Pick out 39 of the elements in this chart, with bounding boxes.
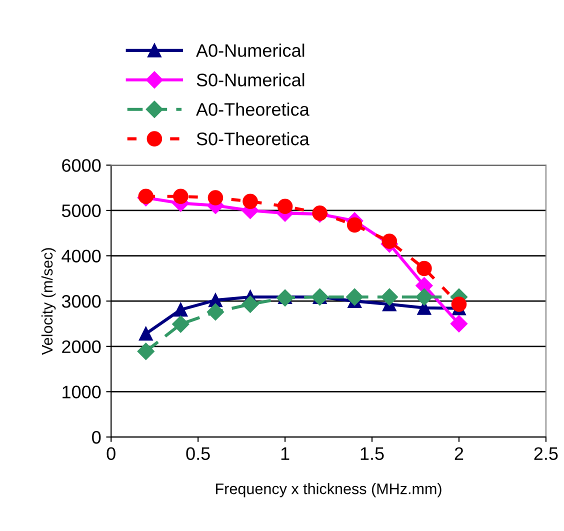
- y-axis-title: Velocity (m/sec): [41, 248, 56, 355]
- point: [382, 234, 398, 249]
- point: [416, 260, 432, 276]
- point: [450, 315, 468, 332]
- x-tick-label: 1.5: [360, 447, 384, 460]
- point: [242, 296, 259, 313]
- point: [451, 296, 467, 312]
- y-tick-label: 1000: [62, 386, 101, 398]
- x-tick-label: 2: [454, 447, 464, 460]
- y-tick-label: 6000: [62, 159, 101, 172]
- x-tick-label: 0: [106, 447, 116, 460]
- y-tick-label: 3000: [62, 295, 101, 308]
- y-tick-label: 4000: [62, 250, 101, 262]
- point: [174, 302, 188, 317]
- point: [380, 288, 398, 306]
- x-tick-label: 0.5: [186, 447, 210, 460]
- point: [277, 198, 293, 214]
- y-tick-label: 0: [92, 430, 101, 444]
- x-axis-title: Frequency x thickness (MHz.mm): [216, 483, 442, 498]
- point: [137, 342, 154, 360]
- point: [173, 188, 188, 204]
- y-tick-label: 2000: [62, 340, 101, 354]
- point: [208, 190, 224, 206]
- legend-label: S0-Theoretica: [196, 132, 310, 146]
- point: [242, 194, 258, 210]
- legend-label: S0-Numerical: [196, 73, 304, 86]
- legend-label: A0-Theoretica: [196, 102, 310, 116]
- point: [346, 217, 362, 233]
- point: [206, 303, 224, 321]
- point: [276, 289, 294, 306]
- x-tick-label: 2.5: [534, 447, 558, 460]
- point: [172, 316, 190, 333]
- y-tick-label: 5000: [62, 204, 101, 218]
- point: [138, 326, 153, 341]
- point: [346, 288, 364, 306]
- point: [416, 288, 433, 306]
- x-tick-label: 1: [281, 447, 290, 460]
- legend-label: A0-Numerical: [196, 44, 304, 57]
- point: [138, 188, 154, 204]
